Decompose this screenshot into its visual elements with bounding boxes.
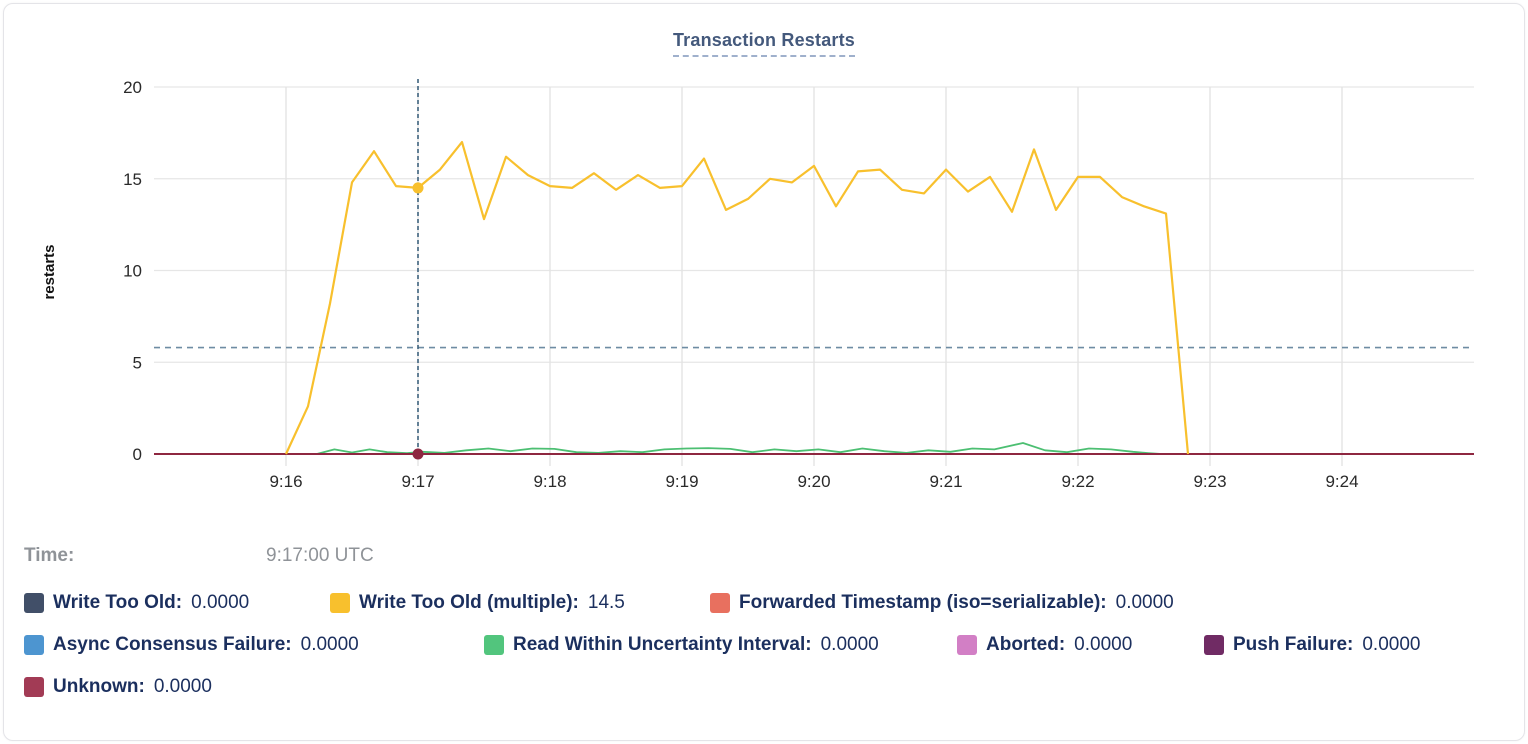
y-tick-label: 10 [123,262,142,281]
legend-item-async-consensus-failure[interactable]: Async Consensus Failure: 0.0000 [24,634,456,656]
legend-value: 14.5 [587,592,625,613]
time-label: Time: [24,545,75,566]
x-tick-label: 9:22 [1061,472,1094,491]
legend-swatch [330,593,350,613]
legend-item-forwarded-timestamp-iso-serializable[interactable]: Forwarded Timestamp (iso=serializable): 0… [710,592,1174,614]
x-tick-label: 9:19 [665,472,698,491]
crosshair-dot-unknown [412,448,424,460]
legend-value: 0.0000 [300,634,359,655]
legend-item-unknown[interactable]: Unknown: 0.0000 [24,676,212,698]
chart-canvas[interactable]: 0 5 10 15 20 9:16 9:17 9:18 9:19 9:20 9:21 9:22 9:23… [4,4,1528,524]
x-tick-label: 9:20 [797,472,830,491]
chart-title[interactable]: Transaction Restarts [672,30,856,57]
chart-card: Transaction Restarts 0 5 10 15 20 9:16 9:17 9:1… [3,3,1525,741]
legend: Write Too Old: 0.0000 Write Too Old (multi… [24,592,1514,718]
legend-row: Async Consensus Failure: 0.0000 Read Withi… [24,634,1514,656]
legend-row: Unknown: 0.0000 [24,676,1514,698]
series-read-within-uncertainty-interval [316,442,1162,455]
y-tick-label: 0 [133,445,142,464]
legend-value: 0.0000 [191,592,250,613]
legend-label: Async Consensus Failure: [53,634,292,655]
y-tick-label: 5 [133,353,142,372]
legend-swatch [24,593,44,613]
legend-label: Write Too Old (multiple): [359,592,579,613]
legend-item-aborted[interactable]: Aborted: 0.0000 [957,634,1176,656]
legend-row: Write Too Old: 0.0000 Write Too Old (multi… [24,592,1514,614]
x-tick-label: 9:24 [1325,472,1358,491]
legend-label: Push Failure: [1233,634,1354,655]
legend-value: 0.0000 [820,634,879,655]
chart-title-wrap: Transaction Restarts [4,30,1524,57]
legend-value: 0.0000 [1115,592,1174,613]
legend-item-read-within-uncertainty-interval[interactable]: Read Within Uncertainty Interval: 0.0000 [484,634,929,656]
legend-label: Read Within Uncertainty Interval: [513,634,812,655]
legend-swatch [710,593,730,613]
legend-swatch [484,635,504,655]
x-tick-label: 9:18 [533,472,566,491]
legend-label: Write Too Old: [53,592,183,613]
series-write-too-old-multiple [285,141,1190,455]
legend-value: 0.0000 [153,676,212,697]
legend-swatch [24,677,44,697]
y-tick-label: 20 [123,78,142,97]
legend-swatch [957,635,977,655]
y-axis-label: restarts [41,244,58,299]
time-row: Time: 9:17:00 UTC [24,545,374,567]
x-tick-label: 9:21 [929,472,962,491]
legend-item-push-failure[interactable]: Push Failure: 0.0000 [1204,634,1420,656]
legend-label: Unknown: [53,676,145,697]
legend-label: Aborted: [986,634,1066,655]
legend-label: Forwarded Timestamp (iso=serializable): [739,592,1107,613]
legend-item-write-too-old-multiple[interactable]: Write Too Old (multiple): 14.5 [330,592,682,614]
legend-item-write-too-old[interactable]: Write Too Old: 0.0000 [24,592,302,614]
x-tick-label: 9:17 [401,472,434,491]
crosshair-dot-write-too-old-multiple [412,182,424,194]
legend-value: 0.0000 [1074,634,1133,655]
y-tick-label: 15 [123,170,142,189]
legend-value: 0.0000 [1362,634,1421,655]
legend-swatch [1204,635,1224,655]
legend-swatch [24,635,44,655]
x-tick-label: 9:23 [1193,472,1226,491]
time-value: 9:17:00 UTC [266,545,374,566]
x-tick-label: 9:16 [269,472,302,491]
